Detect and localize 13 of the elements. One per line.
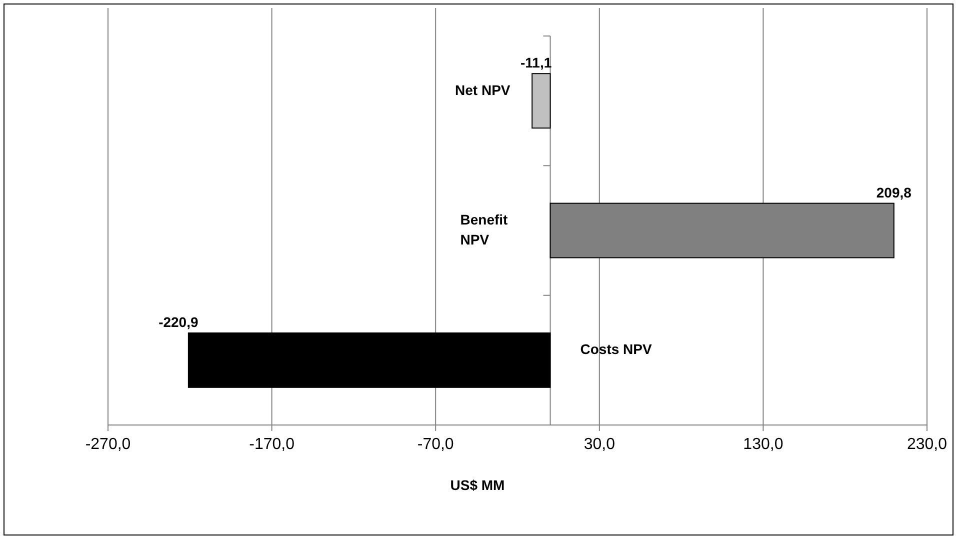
data-label: -220,9 [158, 314, 198, 330]
x-tick-label: -270,0 [85, 436, 131, 453]
x-axis-title: US$ MM [450, 477, 505, 493]
data-label: 209,8 [876, 184, 912, 200]
y-tick-label: Costs NPV [580, 341, 652, 358]
x-tick-label: -170,0 [249, 436, 295, 453]
y-tick-label: Benefit NPV [460, 212, 508, 248]
x-tick-label: -70,0 [417, 436, 454, 453]
y-tick-label: Net NPV [455, 82, 511, 98]
x-tick-label: 130,0 [743, 436, 784, 453]
x-tick-label: 230,0 [906, 436, 948, 453]
data-label: -11,1 [520, 54, 552, 71]
x-tick-label: 30,0 [584, 436, 616, 453]
